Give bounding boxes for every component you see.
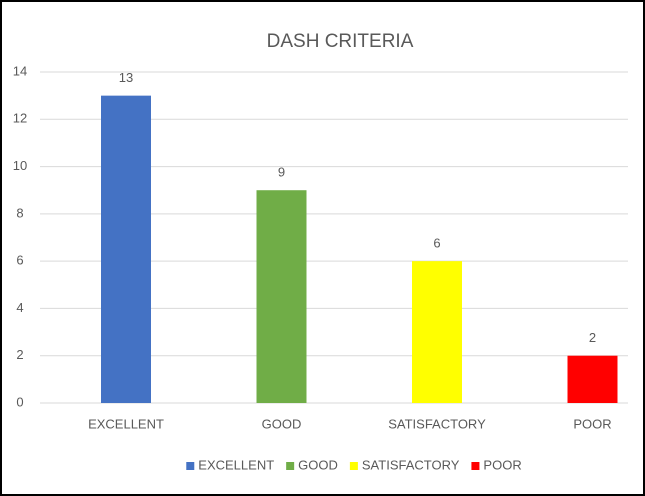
chart-title: DASH CRITERIA [267,31,414,52]
bar [567,355,618,403]
bar [256,190,307,403]
legend-swatch [349,462,358,470]
y-tick-label: 6 [16,253,23,268]
y-tick-label: 2 [16,347,23,362]
y-tick-label: 4 [16,300,23,315]
data-label: 2 [589,330,596,345]
bar [101,95,151,404]
y-tick-label: 14 [13,63,27,78]
legend-swatch [286,462,295,470]
legend-swatch [186,462,195,470]
y-tick-label: 0 [16,394,23,409]
legend-label: SATISFACTORY [362,457,460,472]
data-label: 9 [278,165,285,180]
y-tick-label: 10 [13,158,27,173]
x-tick-label: SATISFACTORY [388,416,486,431]
data-label: 6 [433,236,440,251]
x-tick-label: GOOD [262,416,302,431]
legend-label: POOR [483,457,521,472]
legend-swatch [471,462,480,470]
data-label: 13 [119,70,133,85]
legend-label: GOOD [298,457,338,472]
y-tick-label: 12 [13,111,27,126]
y-tick-label: 8 [16,205,23,220]
x-tick-label: EXCELLENT [88,416,164,431]
x-tick-label: POOR [573,416,611,431]
bar [412,261,462,403]
legend-label: EXCELLENT [198,457,274,472]
